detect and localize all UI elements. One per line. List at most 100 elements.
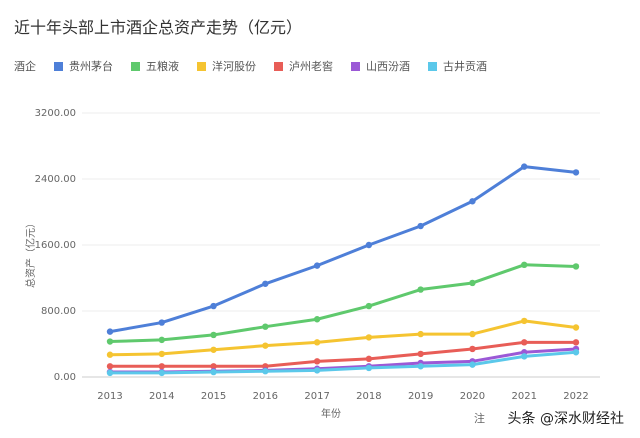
y-tick-label: 2400.00 — [35, 174, 76, 185]
data-point[interactable] — [469, 361, 476, 368]
legend-title: 酒企 — [14, 60, 36, 73]
data-point[interactable] — [158, 350, 165, 358]
data-point[interactable] — [417, 350, 424, 358]
series-line — [109, 165, 577, 334]
watermark-text: 头条 @深水财经社 — [507, 411, 624, 427]
data-point[interactable] — [365, 302, 373, 310]
x-tick-label: 2021 — [511, 391, 536, 402]
data-point[interactable] — [262, 280, 269, 287]
legend-swatch — [351, 61, 360, 71]
series-line — [110, 340, 576, 368]
legend-label: 泸州老窖 — [289, 60, 333, 73]
legend-label: 山西汾酒 — [366, 60, 410, 73]
data-point[interactable] — [158, 363, 165, 370]
legend-label: 古井贡酒 — [443, 60, 487, 73]
x-tick-label: 2022 — [563, 391, 588, 402]
y-tick-label: 0.00 — [54, 372, 76, 383]
legend-item[interactable]: 洋河股份 — [197, 58, 256, 74]
legend-swatch — [54, 61, 63, 71]
note-label: 注 — [474, 412, 485, 425]
data-point[interactable] — [365, 241, 373, 249]
x-tick-label: 2018 — [356, 391, 381, 402]
data-point[interactable] — [521, 163, 528, 170]
data-point[interactable] — [158, 336, 165, 344]
x-tick-label: 2013 — [97, 391, 122, 402]
x-tick-label: 2017 — [304, 391, 329, 402]
legend: 酒企 贵州茅台 五粮液 洋河股份 泸州老窖 山西汾酒 古井贡酒 — [14, 58, 505, 74]
y-tick-label: 1600.00 — [35, 240, 76, 251]
data-point[interactable] — [262, 368, 269, 375]
legend-swatch — [131, 61, 140, 71]
legend-item[interactable]: 古井贡酒 — [428, 58, 487, 74]
data-point[interactable] — [210, 363, 217, 370]
legend-items: 贵州茅台 五粮液 洋河股份 泸州老窖 山西汾酒 古井贡酒 — [54, 58, 505, 74]
series — [106, 163, 580, 335]
data-point[interactable] — [158, 369, 165, 377]
y-axis-title: 总资产（亿元） — [24, 218, 37, 288]
data-point[interactable] — [262, 342, 269, 349]
data-point[interactable] — [210, 346, 217, 353]
data-point[interactable] — [417, 363, 424, 370]
chart-title: 近十年头部上市酒企总资产走势（亿元） — [14, 18, 303, 37]
data-point[interactable] — [210, 302, 217, 310]
legend-item[interactable]: 贵州茅台 — [54, 58, 113, 74]
data-point[interactable] — [365, 364, 373, 372]
data-point[interactable] — [572, 349, 580, 356]
data-point[interactable] — [521, 317, 528, 325]
data-point[interactable] — [521, 261, 528, 268]
legend-label: 贵州茅台 — [69, 60, 113, 73]
x-tick-label: 2014 — [149, 391, 174, 402]
y-axis-ticks: 0.00 800.00 1600.00 2400.00 3200.00 — [35, 108, 76, 383]
data-point[interactable] — [572, 263, 580, 270]
legend-item[interactable]: 山西汾酒 — [351, 58, 410, 74]
data-point[interactable] — [313, 339, 321, 346]
legend-item[interactable]: 泸州老窖 — [274, 58, 333, 74]
series — [106, 339, 580, 370]
data-point[interactable] — [572, 339, 580, 346]
data-point[interactable] — [572, 324, 580, 331]
data-point[interactable] — [106, 328, 114, 335]
data-point[interactable] — [469, 330, 476, 338]
series — [106, 349, 580, 377]
data-point[interactable] — [469, 198, 476, 205]
data-point[interactable] — [106, 369, 114, 377]
data-point[interactable] — [417, 330, 424, 338]
legend-swatch — [274, 61, 283, 71]
data-point[interactable] — [106, 351, 114, 358]
y-tick-label: 800.00 — [41, 306, 76, 317]
data-point[interactable] — [365, 334, 373, 341]
x-axis-title: 年份 — [321, 407, 341, 420]
legend-label: 洋河股份 — [212, 60, 256, 73]
x-tick-label: 2016 — [253, 391, 278, 402]
data-point[interactable] — [210, 368, 217, 376]
data-point[interactable] — [417, 222, 424, 230]
data-point[interactable] — [262, 323, 269, 330]
data-point[interactable] — [469, 345, 476, 353]
data-point[interactable] — [313, 358, 321, 365]
data-point[interactable] — [469, 279, 476, 287]
series-line — [109, 263, 577, 344]
data-point[interactable] — [106, 363, 114, 370]
data-point[interactable] — [313, 262, 321, 269]
series-line — [109, 319, 577, 357]
data-point[interactable] — [106, 338, 114, 345]
data-point[interactable] — [210, 331, 217, 339]
data-point[interactable] — [158, 319, 165, 326]
gridlines — [82, 112, 600, 378]
data-point[interactable] — [417, 286, 424, 293]
data-point[interactable] — [572, 169, 580, 176]
series-lines — [106, 163, 580, 377]
legend-item[interactable]: 五粮液 — [131, 58, 179, 74]
legend-label: 五粮液 — [146, 60, 179, 73]
data-point[interactable] — [313, 316, 321, 323]
data-point[interactable] — [521, 339, 528, 346]
data-point[interactable] — [521, 353, 528, 360]
data-point[interactable] — [313, 367, 321, 374]
series — [106, 317, 580, 358]
x-tick-label: 2019 — [408, 391, 433, 402]
legend-swatch — [428, 61, 437, 71]
legend-swatch — [197, 61, 206, 71]
data-point[interactable] — [365, 355, 373, 363]
x-tick-label: 2015 — [201, 391, 226, 402]
